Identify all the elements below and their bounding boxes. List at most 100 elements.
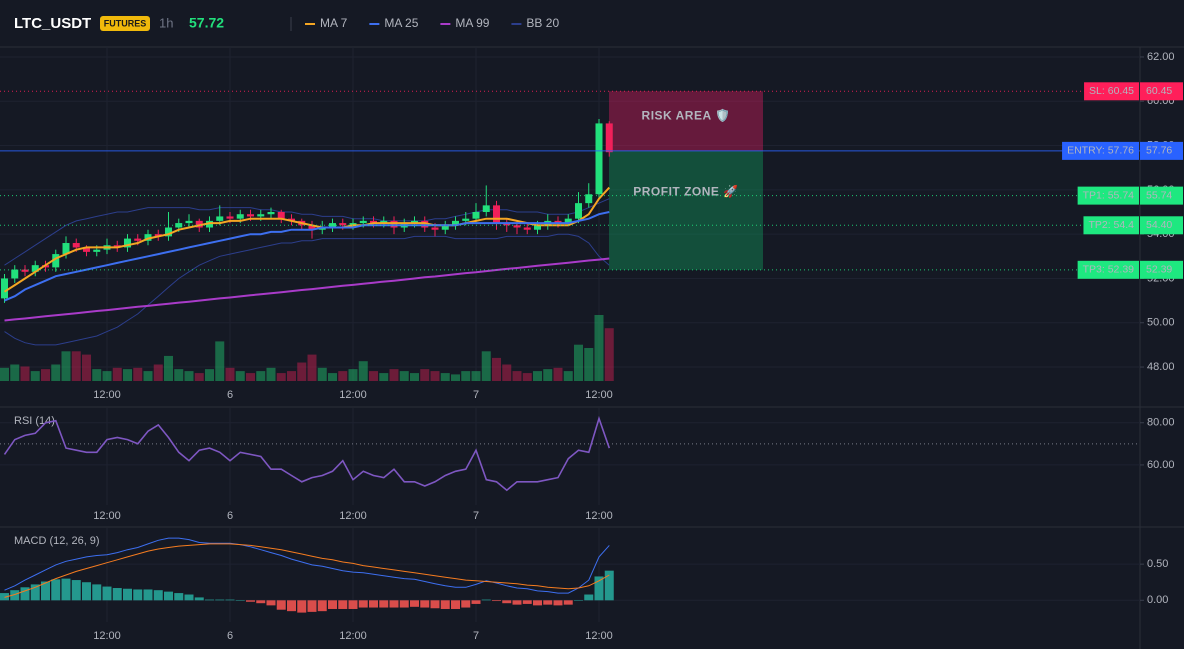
level-label: TP1: 55.74: [1083, 189, 1135, 201]
candle-body: [411, 220, 418, 224]
volume-bar: [153, 364, 163, 381]
level-badge: [1077, 260, 1139, 279]
price-label: 57.76: [1146, 145, 1172, 157]
histogram-bar: [184, 594, 194, 601]
candle-body: [175, 223, 183, 228]
level-badge: [1084, 82, 1139, 101]
futures-badge: [100, 16, 150, 31]
histogram-bar: [123, 588, 132, 601]
x-tick-label: 12:00: [93, 389, 121, 401]
candle-body: [93, 249, 101, 252]
histogram-bar: [369, 600, 378, 608]
histogram-bar: [164, 591, 173, 601]
x-tick-label: 12:00: [585, 630, 613, 642]
badge-text: FUTURES: [104, 18, 147, 28]
histogram-bar: [399, 600, 409, 608]
price-badge: [1140, 82, 1183, 101]
histogram-bar: [358, 600, 368, 608]
volume-bar: [92, 369, 102, 381]
candle-body: [195, 220, 203, 228]
volume-bar: [194, 373, 204, 381]
level-label: TP2: 54.4: [1088, 219, 1134, 231]
candle-body: [595, 123, 603, 195]
candle-body: [605, 123, 613, 153]
x-tick-label: 12:00: [339, 389, 367, 401]
histogram-bar: [512, 600, 522, 605]
histogram-bar: [594, 576, 604, 601]
volume-bar: [594, 315, 604, 381]
y-tick-label: 0.50: [1147, 558, 1168, 570]
candle-body: [390, 220, 398, 228]
volume-bar: [133, 367, 143, 381]
candle-body: [165, 227, 172, 237]
histogram-bar: [153, 590, 163, 601]
price-label: 52.39: [1146, 264, 1172, 276]
legend-label: MA 99: [455, 16, 489, 30]
histogram-bar: [522, 600, 532, 604]
candle-body: [52, 254, 60, 268]
histogram-bar: [492, 600, 501, 602]
volume-bar: [338, 371, 348, 381]
volume-bar: [174, 369, 184, 381]
moving-average: [4, 257, 610, 322]
volume-bar: [440, 373, 450, 381]
x-tick-label: 7: [473, 389, 479, 401]
histogram-bar: [143, 589, 153, 601]
volume-bar: [20, 366, 30, 381]
histogram-bar: [256, 600, 266, 604]
bollinger-band: [4, 198, 610, 266]
candle-body: [83, 247, 90, 252]
level-badge: [1062, 141, 1139, 160]
interval: 1h: [159, 15, 173, 30]
histogram-bar: [92, 584, 102, 601]
volume-bar: [256, 371, 266, 381]
volume-bar: [102, 371, 112, 381]
histogram-bar: [379, 600, 389, 608]
histogram-bar: [420, 600, 430, 608]
x-tick-label: 6: [227, 630, 233, 642]
candle-body: [503, 223, 511, 226]
level-label: SL: 60.45: [1089, 85, 1134, 97]
histogram-bar: [71, 580, 81, 601]
volume-bar: [266, 367, 276, 381]
x-tick-label: 12:00: [585, 510, 613, 522]
y-tick-label: 50.00: [1147, 317, 1175, 329]
x-tick-label: 12:00: [93, 630, 121, 642]
zone-label: RISK AREA 🛡️: [642, 108, 731, 122]
volume-bar: [30, 371, 40, 381]
volume-bar: [41, 369, 50, 381]
volume-bar: [112, 367, 122, 381]
candle-body: [236, 214, 244, 219]
histogram-bar: [82, 582, 91, 601]
volume-bar: [461, 371, 471, 381]
legend-label: BB 20: [526, 16, 559, 30]
candle-body: [564, 218, 572, 224]
volume-bar: [10, 364, 20, 381]
volume-bar: [574, 344, 583, 381]
volume-bar: [502, 364, 512, 381]
candle-body: [472, 212, 480, 219]
indicator-line: [4, 537, 610, 594]
volume-bar: [358, 361, 368, 381]
candle-body: [359, 220, 367, 224]
indicator-line: [4, 543, 610, 598]
volume-bar: [604, 328, 614, 381]
volume-bar: [492, 357, 501, 381]
histogram-bar: [174, 593, 184, 601]
candle-body: [267, 212, 275, 215]
candle-body: [575, 203, 582, 219]
candle-body: [308, 225, 316, 230]
histogram-bar: [225, 599, 235, 601]
volume-bar: [389, 369, 399, 381]
volume-bar: [563, 371, 573, 381]
candle-body: [216, 216, 224, 221]
volume-bar: [225, 367, 235, 381]
histogram-bar: [133, 589, 143, 601]
histogram-bar: [574, 600, 583, 601]
histogram-bar: [307, 600, 317, 612]
candle-body: [185, 220, 193, 224]
volume-bar: [143, 371, 153, 381]
x-tick-label: 6: [227, 510, 233, 522]
legend-label: MA 25: [384, 16, 418, 30]
candle-body: [380, 220, 388, 224]
